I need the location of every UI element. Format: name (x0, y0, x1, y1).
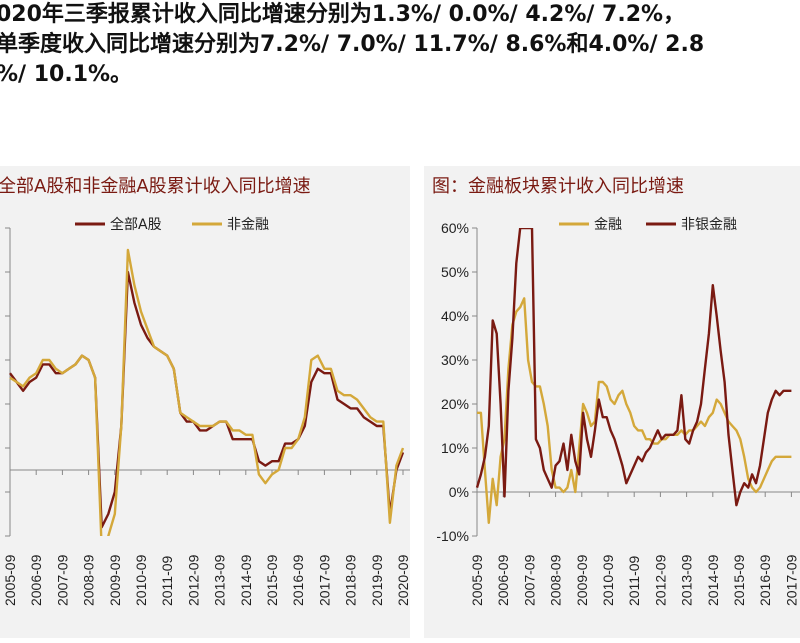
y-tick-label: 30% (441, 352, 469, 368)
x-tick-label: 2015-09 (264, 554, 280, 606)
series-group (475, 228, 792, 524)
x-tick-label: 2007-09 (54, 554, 70, 606)
x-tick-label: 2020-09 (395, 554, 410, 606)
x-tick-label: 2006-09 (495, 554, 511, 606)
x-tick-label: 2011-09 (159, 555, 175, 606)
x-tick-label: 2014-09 (705, 554, 721, 606)
x-tick-label: 2009-09 (107, 554, 123, 606)
x-tick-label: 2007-09 (521, 554, 537, 606)
chart-right-svg: 60% 50% 40% 30% 20% 10% 0% -10%2005-09 2006-09 20… (436, 217, 800, 606)
chart-panel-left: 2005-09 2006-09 2007-09 2008-09 2009-09 2010-… (0, 166, 410, 638)
x-tick-label: 2016-09 (757, 554, 773, 606)
series-line-2 (475, 228, 792, 507)
x-tick-label: 2017-09 (316, 554, 332, 606)
x-tick-label: 2011-09 (626, 555, 642, 606)
x-tick-label: 2016-09 (290, 554, 306, 606)
x-tick-label: 2019-09 (369, 554, 385, 606)
x-tick-label: 2010-09 (133, 554, 149, 606)
x-tick-label: 2014-09 (238, 554, 254, 606)
x-tick-label: 2018-09 (343, 554, 359, 606)
series-line-1 (9, 270, 404, 529)
y-tick-label: 40% (441, 308, 469, 324)
intro-line-2: 单季度收入同比增速分别为7.2%/ 7.0%/ 11.7%/ 8.6%和4.0%… (0, 32, 705, 57)
legend-label-1: 全部A股 (110, 216, 162, 233)
x-tick-label: 2017-09 (783, 554, 799, 606)
x-tick-label: 2010-09 (600, 554, 616, 606)
x-tick-label: 2012-09 (185, 554, 201, 606)
series-line-1 (477, 297, 792, 524)
y-tick-label: 50% (441, 264, 469, 280)
x-tick-label: 2006-09 (28, 554, 44, 606)
x-tick-label: 2013-09 (212, 554, 228, 606)
chart-left-title: 全部A股和非金融A股累计收入同比增速 (0, 176, 311, 197)
intro-text: 020年三季报累计收入同比增速分别为1.3%/ 0.0%/ 4.2%/ 7.2%… (0, 0, 800, 90)
intro-line-1: 020年三季报累计收入同比增速分别为1.3%/ 0.0%/ 4.2%/ 7.2%… (0, 2, 686, 27)
x-tick-label: 2005-09 (2, 554, 18, 606)
x-tick-label: 2008-09 (81, 554, 97, 606)
x-tick-label: 2012-09 (652, 554, 668, 606)
x-tick-label: 2005-09 (469, 554, 485, 606)
series-group (9, 248, 404, 536)
x-tick-label: 2015-09 (731, 554, 747, 606)
y-tick-label: 20% (441, 396, 469, 412)
x-tick-label: 2009-09 (574, 554, 590, 606)
intro-line-3: %/ 10.1%。 (0, 62, 133, 87)
series-line-2 (9, 248, 404, 536)
x-tick-label: 2013-09 (679, 554, 695, 606)
legend-label-2: 非金融 (227, 217, 269, 233)
y-tick-label: 60% (441, 220, 469, 236)
legend-label-1: 金融 (594, 217, 622, 233)
y-tick-label: 0% (449, 484, 469, 500)
y-tick-label: -10% (436, 528, 469, 544)
chart-panel-right: 60% 50% 40% 30% 20% 10% 0% -10% 2005-09 2006-09 20… (424, 166, 800, 638)
x-tick-label: 2008-09 (548, 554, 564, 606)
chart-right-title: 图：金融板块累计收入同比增速 (432, 176, 684, 197)
chart-left-svg: 2005-09 2006-09 2007-09 2008-09 2009-09 2010-… (2, 216, 410, 606)
legend-label-2: 非银金融 (681, 217, 737, 233)
y-tick-label: 10% (441, 440, 469, 456)
